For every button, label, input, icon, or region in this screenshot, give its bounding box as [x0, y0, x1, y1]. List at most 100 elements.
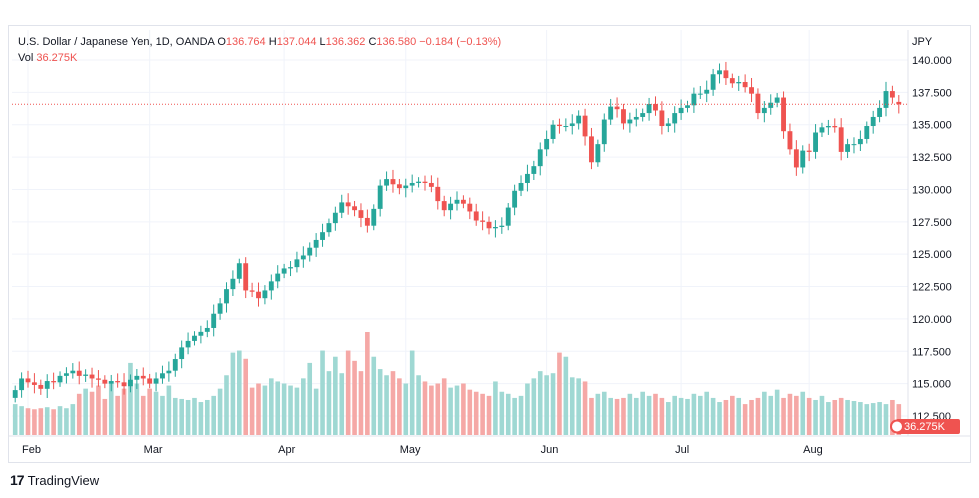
volume-bar — [38, 408, 44, 435]
volume-bar — [870, 403, 876, 435]
chart-frame[interactable] — [8, 25, 971, 463]
candle-body — [326, 223, 332, 233]
volume-bar — [800, 391, 806, 435]
volume-bar — [640, 391, 645, 435]
volume-bar — [749, 399, 754, 435]
candle-body — [531, 166, 537, 174]
volume-bar — [172, 397, 178, 435]
x-tick-label: Apr — [278, 444, 295, 456]
candle-body — [665, 123, 671, 127]
volume-bar — [384, 375, 389, 435]
x-tick-label: Mar — [144, 444, 163, 456]
candle-body — [774, 97, 780, 103]
candle-body — [595, 144, 601, 163]
candle-body — [403, 185, 409, 189]
candle-body — [153, 378, 159, 384]
candle-body — [537, 149, 543, 167]
volume-bar — [851, 401, 857, 435]
volume-bar — [390, 371, 396, 435]
volume-bar — [678, 397, 684, 435]
volume-bar — [665, 402, 671, 435]
volume-bar — [204, 399, 210, 435]
candle-body — [364, 217, 370, 226]
volume-bar — [134, 383, 140, 435]
volume-badge-icon — [890, 419, 904, 434]
candle-body — [889, 91, 895, 98]
candle-body — [230, 278, 236, 290]
volume-bar — [864, 404, 870, 435]
volume-bar — [422, 381, 428, 435]
low-value: 136.362 — [325, 36, 366, 48]
symbol-title: U.S. Dollar / Japanese Yen, 1D, OANDA — [18, 36, 215, 48]
volume-bar — [550, 373, 556, 435]
volume-bar — [32, 409, 37, 435]
volume-bar — [704, 391, 710, 435]
tradingview-brand[interactable]: 17 TradingView — [10, 472, 99, 488]
volume-bar — [672, 395, 678, 435]
volume-bar — [230, 352, 236, 435]
volume-badge-label: 36.275K — [904, 421, 946, 433]
candle-body — [563, 126, 569, 128]
volume-bar — [339, 373, 345, 435]
candle-body — [505, 207, 511, 226]
candle-body — [646, 104, 652, 114]
volume-bar — [185, 399, 191, 435]
candle-body — [544, 138, 550, 150]
candle-body — [390, 179, 396, 185]
volume-bar — [236, 350, 242, 435]
candle-body — [121, 382, 127, 387]
volume-bar — [166, 385, 172, 435]
volume-bar — [499, 391, 505, 435]
candle-body — [749, 87, 754, 94]
volume-bar — [147, 388, 152, 435]
candle-body — [198, 331, 204, 336]
candle-body — [736, 82, 742, 84]
candle-body — [524, 173, 530, 183]
candle-body — [134, 375, 140, 380]
volume-bar — [633, 397, 639, 435]
volume-bar — [563, 356, 569, 435]
candle-body — [12, 390, 18, 398]
candle-body — [422, 181, 428, 183]
candle-body — [76, 370, 82, 376]
x-tick-label: Aug — [803, 444, 823, 456]
volume-label: Vol — [18, 52, 34, 64]
volume-bar — [179, 398, 184, 435]
candle-body — [838, 127, 844, 152]
volume-bar — [160, 395, 165, 435]
candle-body — [211, 313, 217, 328]
candle-body — [249, 290, 255, 292]
x-tick-label: Feb — [22, 444, 41, 456]
volume-bar — [531, 378, 537, 435]
y-tick-label: 122.500 — [912, 282, 952, 294]
volume-bar — [128, 362, 133, 435]
volume-bar — [57, 406, 63, 435]
volume-bar — [320, 350, 325, 435]
volume-bar — [461, 383, 466, 435]
volume-bar — [525, 383, 530, 435]
y-tick-label: 137.500 — [912, 87, 952, 99]
candle-body — [550, 124, 556, 139]
candle-body — [281, 268, 287, 274]
candle-body — [864, 126, 870, 139]
open-label: O — [217, 36, 226, 48]
volume-bar — [730, 395, 735, 435]
volume-bar — [448, 387, 453, 435]
candle-body — [633, 116, 639, 120]
candle-body — [63, 373, 69, 376]
volume-bar — [621, 397, 626, 435]
candle-body — [569, 123, 575, 127]
high-label: H — [268, 36, 277, 48]
volume-bar — [742, 404, 748, 435]
volume-bar — [467, 389, 473, 435]
candle-body — [38, 384, 44, 389]
candle-body — [589, 136, 594, 163]
x-tick-label: Jun — [541, 444, 559, 456]
candle-body — [294, 259, 300, 268]
volume-bar — [313, 388, 319, 435]
volume-bar — [307, 362, 313, 435]
candle-body — [723, 70, 729, 79]
candle-body — [813, 132, 818, 152]
candle-body — [742, 82, 748, 88]
